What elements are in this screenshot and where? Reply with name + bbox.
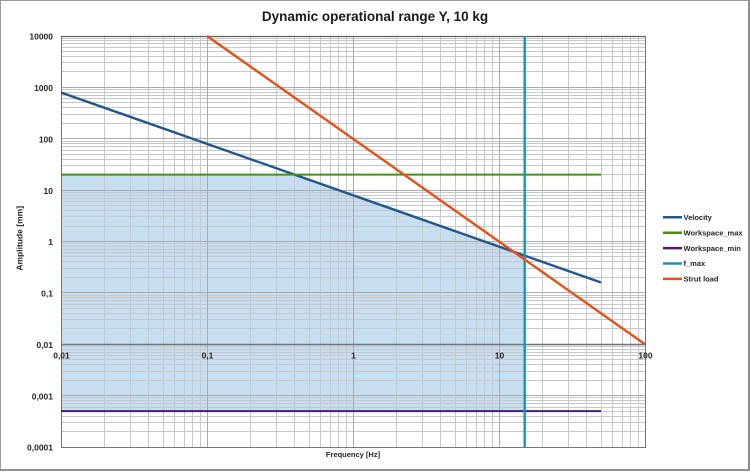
svg-text:0,1: 0,1 xyxy=(41,289,53,299)
svg-text:Workspace_min: Workspace_min xyxy=(684,244,742,253)
svg-text:1: 1 xyxy=(351,351,356,361)
svg-text:1: 1 xyxy=(48,237,53,247)
svg-text:Amplitude [mm]: Amplitude [mm] xyxy=(15,206,25,271)
svg-text:0,01: 0,01 xyxy=(53,351,70,361)
svg-text:Velocity: Velocity xyxy=(684,213,713,222)
svg-text:0,1: 0,1 xyxy=(202,351,214,361)
svg-text:0,0001: 0,0001 xyxy=(27,443,53,453)
svg-text:1000: 1000 xyxy=(34,83,53,93)
svg-text:Frequency [Hz]: Frequency [Hz] xyxy=(326,450,381,459)
svg-text:Workspace_max: Workspace_max xyxy=(684,228,744,237)
svg-text:10: 10 xyxy=(495,351,505,361)
svg-text:Dynamic operational range Y, 1: Dynamic operational range Y, 10 kg xyxy=(262,9,488,24)
svg-text:0,001: 0,001 xyxy=(32,391,54,401)
svg-text:10000: 10000 xyxy=(29,32,53,42)
svg-text:0,01: 0,01 xyxy=(36,340,53,350)
svg-text:f_max: f_max xyxy=(684,259,707,268)
svg-text:Strut load: Strut load xyxy=(684,275,719,284)
svg-text:100: 100 xyxy=(39,134,53,144)
svg-text:10: 10 xyxy=(44,186,54,196)
svg-text:100: 100 xyxy=(638,351,652,361)
